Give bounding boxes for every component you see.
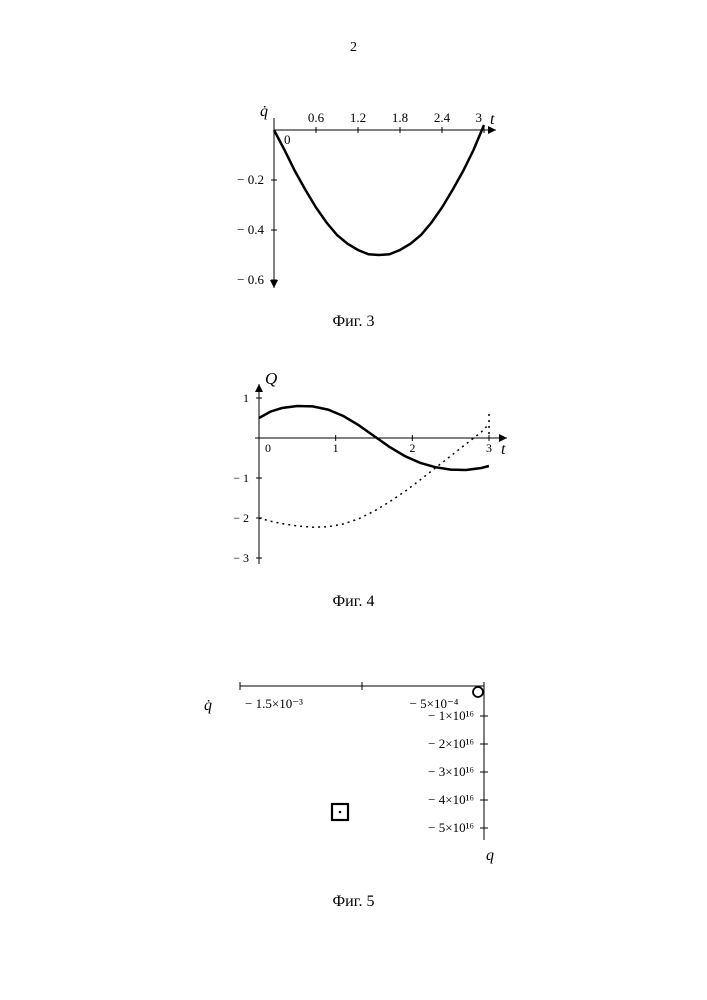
svg-text:q̇: q̇ — [204, 697, 212, 714]
svg-text:0.6: 0.6 — [307, 110, 324, 125]
page-number: 2 — [0, 40, 707, 56]
svg-text:t: t — [490, 111, 495, 128]
svg-text:− 2: − 2 — [233, 511, 249, 525]
svg-text:0: 0 — [265, 441, 271, 455]
svg-text:t: t — [501, 441, 506, 458]
fig3-caption: Фиг. 3 — [204, 313, 504, 331]
svg-text:Q: Q — [265, 370, 277, 388]
fig4-caption: Фиг. 4 — [189, 593, 519, 611]
svg-text:− 0.6: − 0.6 — [237, 272, 264, 287]
svg-text:− 3: − 3 — [233, 551, 249, 565]
svg-text:− 1: − 1 — [233, 471, 249, 485]
figure-3: q̇ t 0.6 1.2 1.8 2.4 0 3 − 0.2 − 0.4 − 0.6 Фиг. 3 — [204, 100, 504, 331]
figure-5: q̇− 1.5×10⁻³− 5×10⁻⁴− 1×10¹⁶− 2×10¹⁶− 3×… — [184, 660, 524, 911]
svg-text:2.4: 2.4 — [433, 110, 450, 125]
figure-4: Qt 0 1 2 3 1 − 1 − 2 − 3 Фиг. 4 — [189, 370, 519, 611]
svg-text:1.2: 1.2 — [349, 110, 365, 125]
svg-text:q: q — [486, 847, 494, 864]
fig5-caption: Фиг. 5 — [184, 893, 524, 911]
svg-text:q̇: q̇ — [260, 103, 268, 120]
fig3-plot: q̇ t 0.6 1.2 1.8 2.4 0 3 − 0.2 − 0.4 − 0.6 — [204, 100, 504, 300]
svg-text:3: 3 — [486, 441, 492, 455]
svg-text:1: 1 — [243, 391, 249, 405]
svg-text:− 2×10¹⁶: − 2×10¹⁶ — [428, 736, 474, 751]
svg-text:− 0.2: − 0.2 — [237, 172, 264, 187]
svg-text:− 1.5×10⁻³: − 1.5×10⁻³ — [245, 696, 303, 711]
page: 2 q̇ t 0.6 1.2 1.8 2.4 0 3 − 0.2 − 0.4 − 0.6 Фиг. … — [0, 0, 707, 1000]
svg-text:− 5×10¹⁶: − 5×10¹⁶ — [428, 820, 474, 835]
svg-text:3: 3 — [475, 110, 482, 125]
svg-text:1: 1 — [332, 441, 338, 455]
svg-text:1.8: 1.8 — [391, 110, 407, 125]
svg-text:− 1×10¹⁶: − 1×10¹⁶ — [428, 708, 474, 723]
svg-text:0: 0 — [284, 132, 291, 147]
svg-text:− 3×10¹⁶: − 3×10¹⁶ — [428, 764, 474, 779]
fig4-plot: Qt 0 1 2 3 1 − 1 − 2 − 3 — [189, 370, 519, 580]
svg-text:− 4×10¹⁶: − 4×10¹⁶ — [428, 792, 474, 807]
svg-text:− 0.4: − 0.4 — [237, 222, 264, 237]
fig5-plot: q̇− 1.5×10⁻³− 5×10⁻⁴− 1×10¹⁶− 2×10¹⁶− 3×… — [184, 660, 524, 870]
svg-text:2: 2 — [409, 441, 415, 455]
